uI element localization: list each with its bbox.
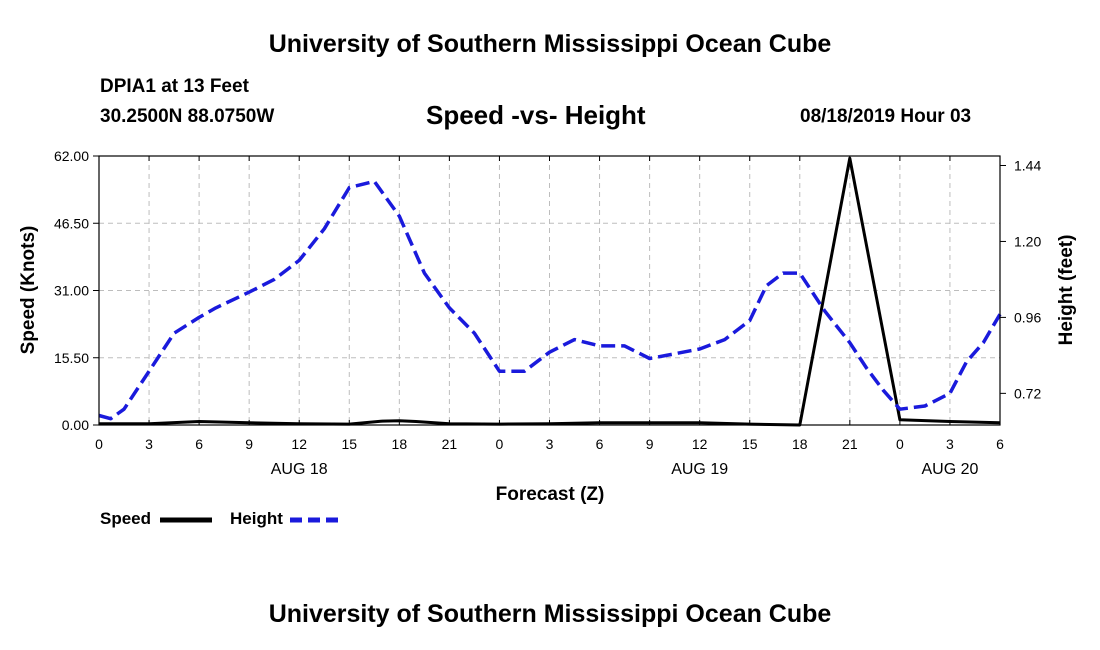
x-tick-label: 0 <box>896 436 904 452</box>
speed-height-chart: 0 3 6 9 12 15 18 21 0 3 6 9 12 15 18 21 0 3 6 0.00 15.50 31.0… <box>18 148 1077 528</box>
x-tick-label: 21 <box>442 436 458 452</box>
grid <box>99 156 1000 425</box>
legend: Speed Height <box>100 509 342 528</box>
x-tick-label: 6 <box>996 436 1004 452</box>
y2-tick-label: 1.44 <box>1014 157 1041 173</box>
day-label: AUG 19 <box>671 461 728 478</box>
day-label: AUG 20 <box>921 461 978 478</box>
bottom-title: University of Southern Mississippi Ocean… <box>268 600 832 628</box>
series <box>98 156 1002 427</box>
x-tick-label: 12 <box>291 436 307 452</box>
y2-tick-label: 1.20 <box>1014 233 1041 249</box>
x-tick-label: 0 <box>496 436 504 452</box>
x-tick-label: 6 <box>596 436 604 452</box>
x-axis-label: Forecast (Z) <box>496 484 605 505</box>
x-tick-label: 3 <box>145 436 153 452</box>
day-label: AUG 18 <box>271 461 328 478</box>
top-title: University of Southern Mississippi Ocean… <box>268 30 832 58</box>
x-tick-label: 12 <box>692 436 708 452</box>
station-name: DPIA1 at 13 Feet <box>100 76 249 97</box>
y-tick-label: 31.00 <box>54 283 89 299</box>
legend-height-label: Height <box>230 509 283 528</box>
y2-tick-label: 0.96 <box>1014 309 1041 325</box>
y-tick-label: 0.00 <box>62 417 89 433</box>
x-tick-label: 3 <box>946 436 954 452</box>
series-height-line <box>98 179 1002 421</box>
x-tick-label: 0 <box>95 436 103 452</box>
x-tick-label: 3 <box>546 436 554 452</box>
x-tick-label: 9 <box>245 436 253 452</box>
x-tick-label: 15 <box>341 436 357 452</box>
y-tick-label: 15.50 <box>54 350 89 366</box>
axes: 0 3 6 9 12 15 18 21 0 3 6 9 12 15 18 21 0 3 6 0.00 15.50 31.0… <box>54 148 1042 478</box>
legend-speed-label: Speed <box>100 509 151 528</box>
chart-title: Speed -vs- Height <box>426 100 646 130</box>
y-tick-label: 46.50 <box>54 215 89 231</box>
series-speed-line <box>99 156 1001 427</box>
x-tick-label: 6 <box>195 436 203 452</box>
y-tick-label: 62.00 <box>54 148 89 164</box>
x-tick-label: 21 <box>842 436 858 452</box>
x-tick-label: 9 <box>646 436 654 452</box>
x-tick-label: 18 <box>792 436 808 452</box>
run-time: 08/18/2019 Hour 03 <box>800 106 972 127</box>
x-tick-label: 18 <box>392 436 408 452</box>
y-axis-label: Speed (Knots) <box>18 226 39 355</box>
y2-axis-label: Height (feet) <box>1056 235 1077 346</box>
x-tick-label: 15 <box>742 436 758 452</box>
y2-tick-label: 0.72 <box>1014 385 1041 401</box>
station-coords: 30.2500N 88.0750W <box>100 106 275 127</box>
